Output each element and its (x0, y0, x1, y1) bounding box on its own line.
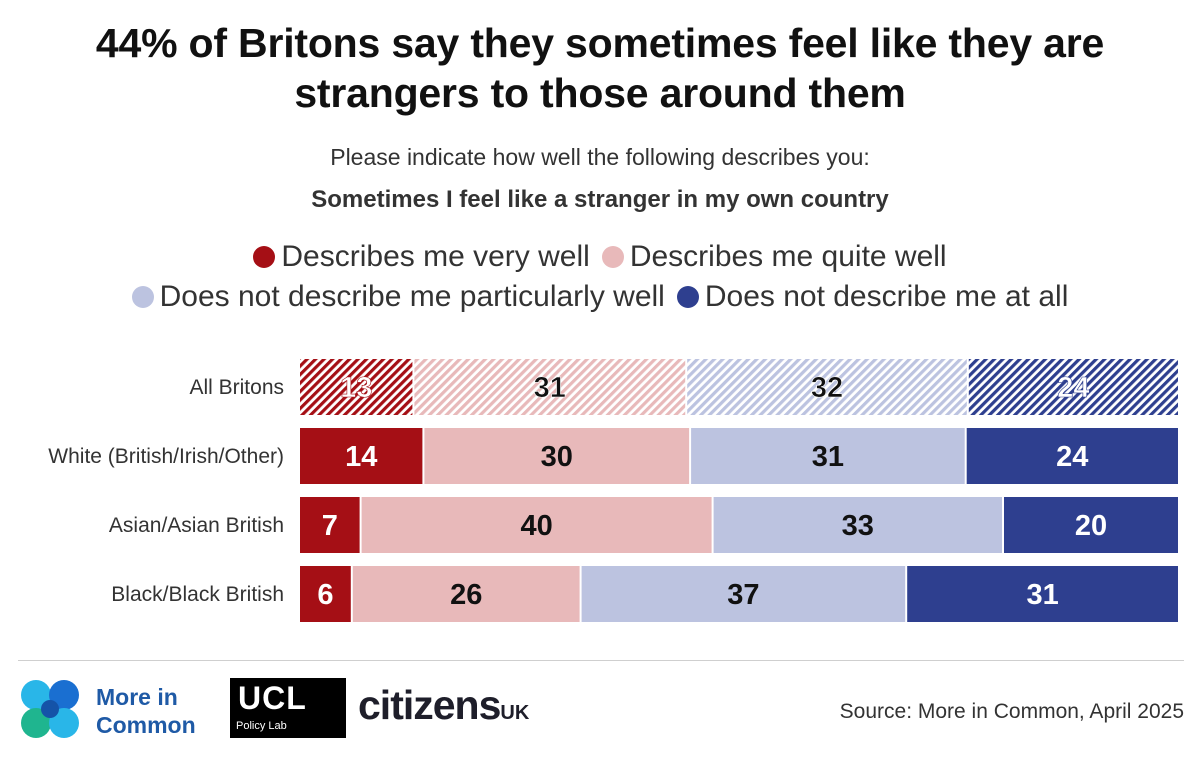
data-label: 37 (727, 579, 759, 611)
legend-swatch-very-well (253, 246, 276, 268)
more-in-common-line-1: More in (96, 684, 178, 710)
category-label: All Britons (189, 376, 284, 399)
legend-label-not-particularly: Does not describe me particularly well (159, 280, 665, 313)
bar-segment (424, 428, 690, 484)
legend-item-not-particularly: Does not describe me particularly well (131, 280, 665, 314)
bar-segment (966, 428, 1178, 484)
bar-segment (1004, 497, 1178, 553)
ucl-logo-text: UCL (238, 680, 307, 716)
citizens-uk-suffix: UK (500, 702, 530, 724)
bar-segment (581, 566, 906, 622)
more-in-common-logo-icon (21, 680, 79, 738)
legend-swatch-quite-well (601, 246, 624, 268)
stacked-bar-chart: All Britons 13 31 32 24 White (British/Irish/… (48, 359, 1178, 622)
data-label: 31 (812, 441, 844, 473)
survey-statement: Sometimes I feel like a stranger in my o… (311, 186, 889, 213)
legend-row-2: Does not describe me particularly well D… (0, 280, 1200, 314)
bar-segment (352, 566, 580, 622)
data-label: 14 (345, 441, 377, 473)
data-label: 26 (450, 579, 482, 611)
bar-segment (691, 428, 965, 484)
bar-segment (687, 359, 967, 415)
data-label: 7 (322, 510, 338, 542)
citizens-uk-logo: citizensUK (358, 682, 529, 729)
data-label: 33 (842, 510, 874, 542)
title-line-2: strangers to those around them (294, 70, 906, 116)
chart-title: 44% of Britons say they sometimes feel l… (0, 18, 1200, 118)
legend-label-not-at-all: Does not describe me at all (704, 280, 1069, 313)
data-label: 32 (811, 372, 843, 404)
data-label: 13 (340, 372, 372, 404)
legend-label-very-well: Describes me very well (281, 240, 590, 273)
data-label: 31 (1026, 579, 1058, 611)
bar-segment (361, 497, 712, 553)
data-label: 20 (1075, 510, 1107, 542)
chart-subtitle: Please indicate how well the following d… (330, 144, 870, 170)
data-label: 31 (534, 372, 566, 404)
legend-swatch-not-at-all (676, 286, 699, 308)
legend-swatch-not-particularly (131, 286, 154, 308)
legend-row-1: Describes me very well Describes me quit… (0, 240, 1200, 274)
category-label: White (British/Irish/Other) (48, 445, 284, 468)
category-label: Asian/Asian British (109, 514, 284, 537)
policy-lab-text: Policy Lab (236, 720, 287, 732)
title-line-1: 44% of Britons say they sometimes feel l… (95, 20, 1105, 66)
more-in-common-logo-text: More in Common (96, 683, 196, 739)
footer-divider (18, 660, 1184, 661)
data-label: 30 (541, 441, 573, 473)
data-label: 24 (1056, 441, 1088, 473)
bar-segment (713, 497, 1002, 553)
citizens-logo-text: citizens (358, 682, 501, 728)
data-label: 24 (1057, 372, 1089, 404)
bar-segment (907, 566, 1178, 622)
legend-label-quite-well: Describes me quite well (629, 240, 947, 273)
data-label: 40 (520, 510, 552, 542)
bar-segment (968, 359, 1178, 415)
legend-item-quite-well: Describes me quite well (601, 240, 947, 274)
bar-segment (300, 566, 351, 622)
bar-segment (300, 359, 413, 415)
source-note: Source: More in Common, April 2025 (839, 700, 1184, 723)
data-label: 6 (317, 579, 333, 611)
more-in-common-line-2: Common (96, 712, 196, 738)
legend-item-not-at-all: Does not describe me at all (676, 280, 1069, 314)
bar-segment (414, 359, 686, 415)
legend-item-very-well: Describes me very well (253, 240, 590, 274)
bar-segment (300, 428, 423, 484)
ucl-policy-lab-logo: UCL Policy Lab (230, 678, 346, 738)
bar-segment (300, 497, 360, 553)
category-label: Black/Black British (111, 583, 284, 606)
